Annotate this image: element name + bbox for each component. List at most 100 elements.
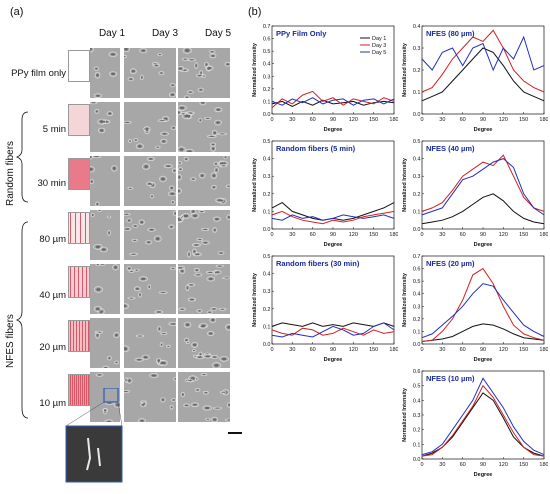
legend-label: Day 3 <box>372 43 386 49</box>
micrograph-cell <box>90 372 120 422</box>
x-tick-label: 30 <box>439 232 445 238</box>
chart-title: NFES (80 µm) <box>426 29 475 38</box>
x-tick-label: 150 <box>369 347 378 353</box>
x-axis-label: Degree <box>324 357 343 363</box>
y-tick-label: 0.3 <box>413 413 421 419</box>
y-tick-label: 0.2 <box>413 68 421 74</box>
x-tick-label: 60 <box>310 232 316 238</box>
line-chart: 0 30 60 90 120 150 180 0.0 0.1 0.2 0.3 0.4 NFES (80 … <box>402 24 548 133</box>
x-axis-label: Degree <box>474 472 493 478</box>
micrograph-cell <box>178 102 230 152</box>
x-tick-label: 30 <box>289 347 295 353</box>
x-tick-label: 150 <box>519 232 528 238</box>
micrograph-cell <box>124 102 176 152</box>
x-tick-label: 90 <box>330 117 336 123</box>
y-tick-label: 0.6 <box>263 37 271 43</box>
y-tick-label: 0.2 <box>263 192 271 198</box>
series-line-day-5 <box>421 158 545 216</box>
x-tick-label: 0 <box>270 347 273 353</box>
pattern-inset <box>68 320 90 352</box>
y-tick-label: 0.0 <box>413 342 421 348</box>
x-tick-label: 120 <box>499 232 508 238</box>
series-line-day-3 <box>421 267 545 342</box>
series-line-day-3 <box>271 327 395 336</box>
x-tick-label: 0 <box>270 232 273 238</box>
micrograph-grid <box>68 48 244 438</box>
group-braces <box>15 111 29 419</box>
x-tick-label: 150 <box>519 462 528 468</box>
row-label-10um: 10 µm <box>39 398 66 409</box>
y-tick-label: 0.3 <box>263 74 271 80</box>
pattern-inset <box>68 104 90 136</box>
x-tick-label: 150 <box>519 347 528 353</box>
series-line-day-3 <box>271 90 395 109</box>
y-axis-label: Normalized Intensity <box>402 272 408 327</box>
y-axis-label: Normalized Intensity <box>252 157 258 212</box>
line-chart: 0 30 60 90 120 150 180 0.0 0.1 0.2 0.3 0.4 0.5 Random… <box>252 254 398 363</box>
pattern-inset <box>68 374 90 406</box>
y-tick-label: 0.5 <box>413 139 421 145</box>
x-tick-label: 0 <box>420 462 423 468</box>
y-tick-label: 0.5 <box>413 279 421 285</box>
x-tick-label: 120 <box>499 462 508 468</box>
day-header-3: Day 3 <box>151 28 179 39</box>
chart-title: PPy Film Only <box>276 29 327 38</box>
x-tick-label: 30 <box>439 347 445 353</box>
scale-bar <box>228 432 242 434</box>
x-tick-label: 0 <box>270 117 273 123</box>
x-tick-label: 180 <box>389 347 398 353</box>
pattern-inset <box>68 266 90 298</box>
x-axis-label: Degree <box>474 357 493 363</box>
micrograph-cell <box>178 372 230 422</box>
series-line-day-1 <box>421 47 545 102</box>
y-tick-label: 0.6 <box>413 267 421 273</box>
x-tick-label: 90 <box>480 347 486 353</box>
y-axis-label: Normalized Intensity <box>402 387 408 442</box>
series-line-day-3 <box>421 29 545 93</box>
x-tick-label: 60 <box>310 347 316 353</box>
series-line-day-1 <box>421 193 545 225</box>
plot-frame <box>271 255 395 345</box>
x-tick-label: 120 <box>349 117 358 123</box>
series-line-day-3 <box>421 154 545 212</box>
micrograph-cell <box>178 210 230 260</box>
y-tick-label: 0.4 <box>413 24 421 30</box>
x-tick-label: 150 <box>519 117 528 123</box>
y-tick-label: 0.1 <box>263 209 271 215</box>
y-tick-label: 0.5 <box>263 254 271 260</box>
inset-zoom <box>65 388 123 483</box>
chart-title: Random fibers (5 min) <box>276 144 356 153</box>
series-line-day-1 <box>271 99 395 108</box>
chart-title: Random fibers (30 min) <box>276 259 360 268</box>
row-label-20um: 20 µm <box>39 342 66 353</box>
y-tick-label: 0.2 <box>413 428 421 434</box>
pattern-inset <box>68 50 90 82</box>
y-tick-label: 0.1 <box>263 99 271 105</box>
x-tick-label: 30 <box>439 117 445 123</box>
y-axis-label: Normalized Intensity <box>252 272 258 327</box>
x-tick-label: 90 <box>480 462 486 468</box>
y-tick-label: 0.0 <box>413 112 421 118</box>
y-tick-label: 0.6 <box>413 369 421 375</box>
x-tick-label: 90 <box>480 117 486 123</box>
series-line-day-5 <box>271 97 395 106</box>
plot-frame <box>421 25 545 115</box>
y-tick-label: 0.3 <box>413 174 421 180</box>
y-tick-label: 0.4 <box>413 398 421 404</box>
y-axis-label: Normalized Intensity <box>402 157 408 212</box>
x-tick-label: 0 <box>420 232 423 238</box>
micrograph-cell <box>124 48 176 98</box>
x-tick-label: 60 <box>460 462 466 468</box>
legend-label: Day 5 <box>372 50 386 56</box>
chart-title: NFES (20 µm) <box>426 259 475 268</box>
row-label-30min: 30 min <box>37 178 66 189</box>
y-tick-label: 0.3 <box>263 289 271 295</box>
x-tick-label: 90 <box>480 232 486 238</box>
series-line-day-5 <box>421 35 545 72</box>
line-chart: 0 30 60 90 120 150 180 0.0 0.1 0.2 0.3 0.4 0.5 Random… <box>252 139 398 248</box>
row-label-5min: 5 min <box>42 124 66 135</box>
x-axis-label: Degree <box>474 242 493 248</box>
x-tick-label: 60 <box>460 347 466 353</box>
y-tick-label: 0.5 <box>413 384 421 390</box>
chart-area: 0 30 60 90 120 150 180 0.0 0.1 0.2 0.3 0.4 0.5 0.6 0.7… <box>250 22 550 494</box>
